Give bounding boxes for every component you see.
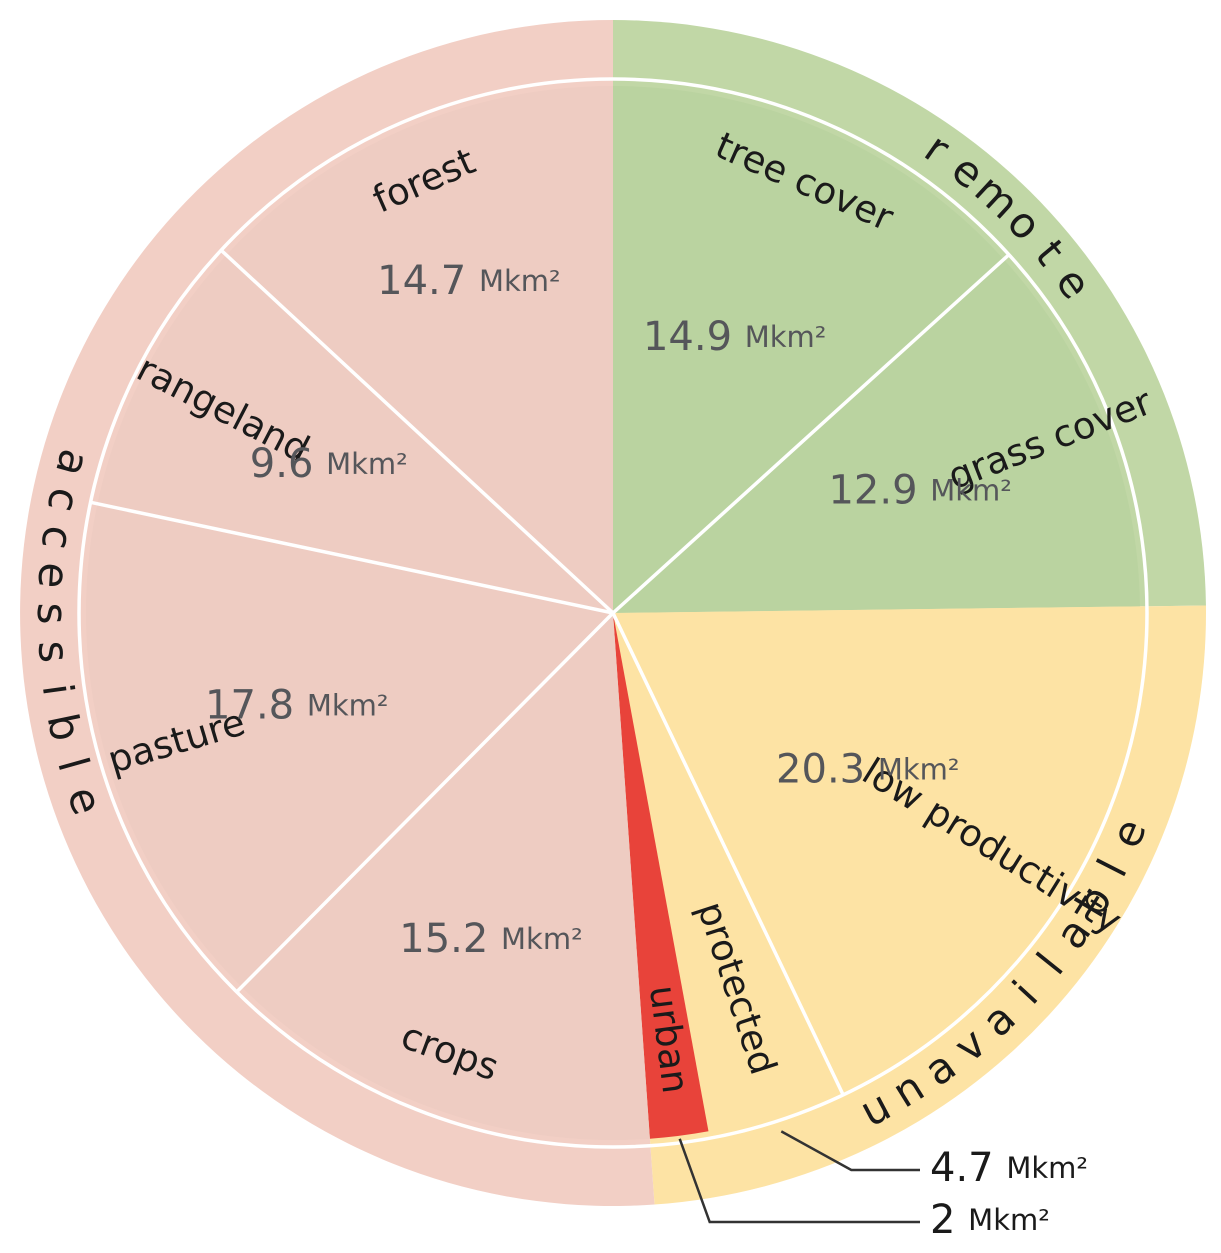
- slice-urban: [613, 613, 709, 1139]
- callout-value-urban: 2 Mkm²: [930, 1197, 1050, 1243]
- divider-pasture: [235, 611, 615, 994]
- divider-rangeland: [90, 500, 614, 615]
- callout-line-protected: [780, 1130, 920, 1172]
- divider-forest: [219, 248, 615, 615]
- slice-forest: [226, 86, 613, 613]
- group-label-letter-accessible: s: [29, 639, 79, 664]
- group-label-letter-accessible: e: [28, 561, 79, 590]
- slice-protected: [613, 613, 841, 1132]
- pie-slices: [85, 86, 1141, 1141]
- callout-line-urban: [678, 1138, 920, 1224]
- slice-crops: [241, 613, 650, 1141]
- value-label-grass-cover: 12.9 Mkm²: [828, 467, 1011, 513]
- value-label-crops: 15.2 Mkm²: [399, 916, 582, 962]
- slice-dividers: [90, 248, 1011, 1096]
- group-label-letter-accessible: s: [28, 603, 77, 625]
- callout-value-protected: 4.7 Mkm²: [930, 1145, 1088, 1191]
- callouts: 4.7 Mkm² 2 Mkm²: [678, 1130, 1088, 1243]
- value-label-low-productivity: 20.3 Mkm²: [776, 746, 959, 792]
- slice-grass-cover: [613, 259, 1140, 613]
- divider-grass-cover: [611, 253, 1011, 615]
- slice-tree-cover: [613, 86, 1004, 613]
- slice-pasture: [85, 503, 614, 987]
- slice-rangeland: [97, 254, 613, 614]
- value-label-pasture: 17.8 Mkm²: [205, 682, 388, 728]
- value-label-rangeland: 9.6 Mkm²: [250, 441, 408, 487]
- value-label-forest: 14.7 Mkm²: [377, 258, 560, 304]
- value-label-tree-cover: 14.9 Mkm²: [643, 314, 826, 360]
- ring-separator: [77, 77, 1149, 1149]
- slice-low-productivity: [613, 606, 1141, 1089]
- divider-protected: [611, 612, 845, 1096]
